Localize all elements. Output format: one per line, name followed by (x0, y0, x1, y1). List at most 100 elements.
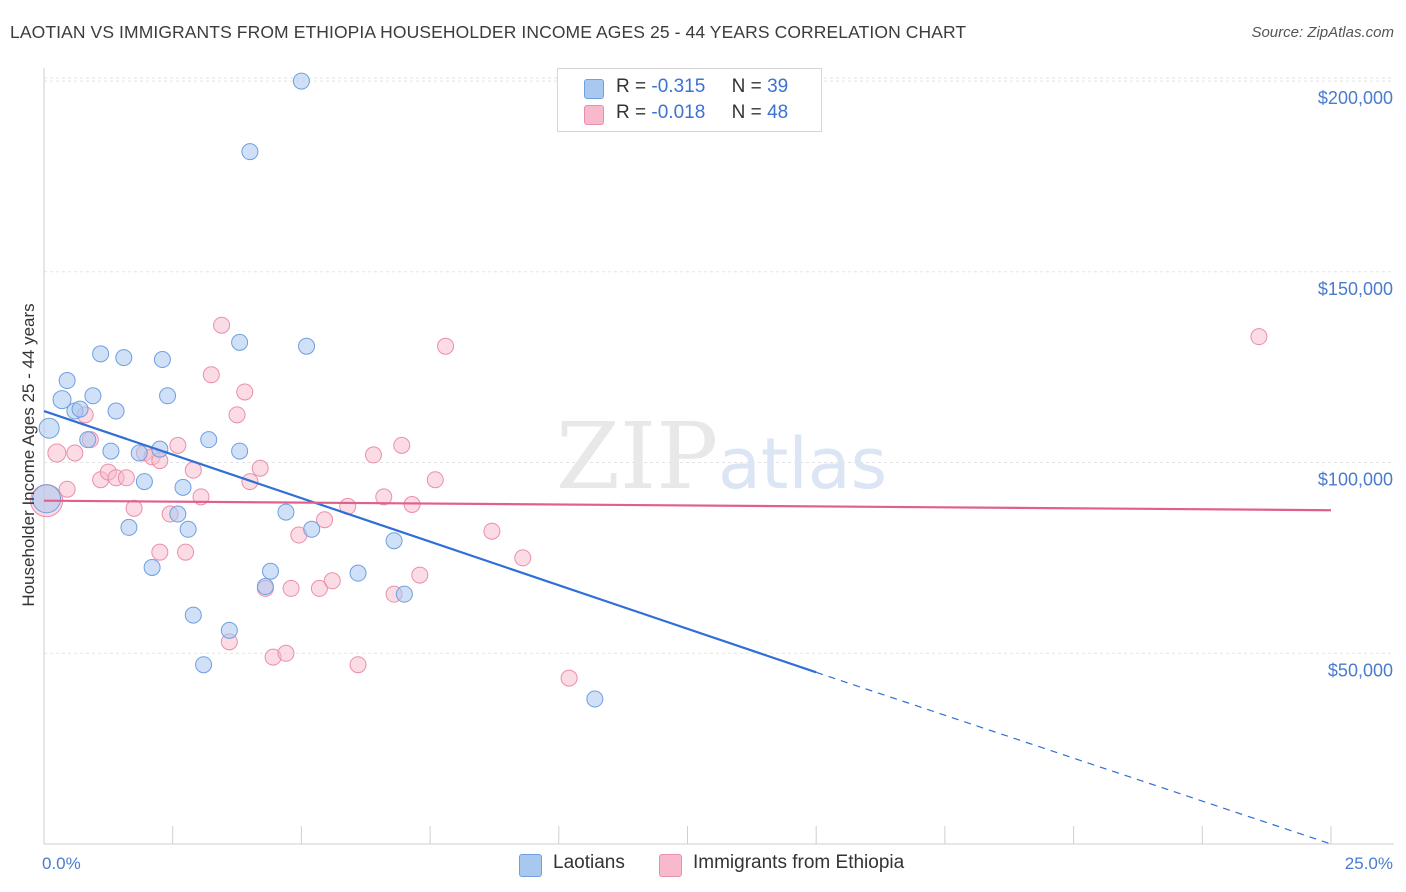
ethiopia-point (151, 543, 169, 561)
laotian-point (277, 503, 295, 521)
ethiopia-point (426, 471, 444, 489)
axes (43, 68, 1394, 845)
laotian-point (52, 390, 72, 410)
ethiopia-point (560, 669, 578, 687)
zipatlas-watermark: ZIP atlas (556, 403, 887, 510)
laotian-point (292, 72, 310, 90)
legend-n-value: 39 (767, 76, 789, 97)
laotian-point (107, 402, 125, 420)
laotian-point (71, 400, 89, 418)
tick-labels: $50,000 $100,000 $150,000 $200,000 0.0% 25.0% (42, 88, 1393, 873)
chart-title: LAOTIAN VS IMMIGRANTS FROM ETHIOPIA HOUS… (10, 22, 967, 42)
ethiopia-point (411, 566, 429, 584)
laotian-point (135, 473, 153, 491)
laotian-point (195, 656, 213, 674)
laotian-point (79, 431, 97, 449)
laotian-point (38, 417, 60, 439)
ethiopia-point (177, 543, 195, 561)
correlation-legend: R = -0.315 N = 39 R = -0.018 N = 48 (557, 68, 822, 132)
laotian-point (262, 562, 280, 580)
ethiopia-point (66, 444, 84, 462)
ethiopia-point (47, 443, 67, 463)
ethiopia-point (58, 480, 76, 498)
legend-r-value: -0.018 (651, 102, 706, 123)
laotian-point (115, 349, 133, 367)
laotian-point (200, 431, 218, 449)
x-tick-label: 0.0% (42, 854, 81, 873)
laotian-point (102, 442, 120, 460)
laotian-point (153, 351, 171, 369)
grid-lines (44, 77, 1394, 654)
legend-r-label: R = (616, 102, 647, 123)
laotian-point (231, 333, 249, 351)
ethiopia-point (277, 644, 295, 662)
y-tick-label: $50,000 (1328, 660, 1393, 680)
ethiopia-point (375, 488, 393, 506)
legend-r-label: R = (616, 76, 647, 97)
y-tick-label: $200,000 (1318, 88, 1393, 108)
ethiopia-point (323, 572, 341, 590)
ethiopia-point (282, 579, 300, 597)
laotian-point (58, 372, 76, 390)
bottom-legend-label-ethiopia: Immigrants from Ethiopia (693, 852, 905, 873)
laotian-point (241, 143, 259, 161)
ethiopia-point (202, 366, 220, 384)
ethiopia-point (437, 337, 455, 355)
laotian-point (395, 585, 413, 603)
y-axis-label: Householder Income Ages 25 - 44 years (19, 303, 38, 606)
laotian-point (298, 337, 316, 355)
laotian-point (159, 387, 177, 405)
laotian-point (179, 520, 197, 538)
ethiopia-point (364, 446, 382, 464)
trend-lines (43, 409, 1332, 845)
bottom-legend-swatch-laotians (519, 854, 542, 877)
ethiopia-point (169, 436, 187, 454)
laotian-point (184, 606, 202, 624)
x-tick-label: 25.0% (1345, 854, 1393, 873)
ethiopia-point (1250, 328, 1268, 346)
laotian-trend-line (43, 409, 817, 674)
laotian-point (120, 518, 138, 536)
laotian-point (32, 484, 62, 514)
ethiopia-point (117, 469, 135, 487)
laotian-point (349, 564, 367, 582)
laotian-trend-extension (816, 671, 1332, 845)
ethiopia-point (310, 579, 328, 597)
laotian-point (143, 558, 161, 576)
bottom-legend-swatch-ethiopia (659, 854, 682, 877)
ethiopia-point (213, 316, 231, 334)
legend-swatch-laotians (584, 79, 604, 99)
laotian-point (385, 532, 403, 550)
watermark-zip: ZIP (556, 403, 718, 510)
ethiopia-point (349, 656, 367, 674)
legend-n-label: N = (731, 102, 762, 123)
laotian-point (231, 442, 249, 460)
laotian-point (92, 345, 110, 363)
legend-n-label: N = (731, 76, 762, 97)
ethiopia-point (483, 522, 501, 540)
ethiopia-point (393, 436, 411, 454)
laotian-point (84, 387, 102, 405)
laotian-point (220, 621, 238, 639)
ethiopia-point (228, 406, 246, 424)
ethiopia-point (251, 459, 269, 477)
ethiopia-point (514, 549, 532, 567)
source-credit: Source: ZipAtlas.com (1251, 24, 1394, 41)
laotian-point (303, 520, 321, 538)
laotian-point (586, 690, 604, 708)
bottom-legend-label-laotians: Laotians (553, 852, 625, 873)
legend-r-value: -0.315 (651, 76, 706, 97)
legend-n-value: 48 (767, 102, 789, 123)
laotian-point (169, 505, 187, 523)
laotian-points (32, 72, 604, 708)
laotian-point (130, 444, 148, 462)
ethiopia-point (125, 499, 143, 517)
ethiopia-trend-line (43, 499, 1332, 512)
ethiopia-point (316, 511, 334, 529)
ethiopia-point (236, 383, 254, 401)
y-tick-label: $100,000 (1318, 470, 1393, 490)
legend-swatch-ethiopia (584, 105, 604, 125)
laotian-point (256, 578, 274, 596)
y-tick-label: $150,000 (1318, 279, 1393, 299)
